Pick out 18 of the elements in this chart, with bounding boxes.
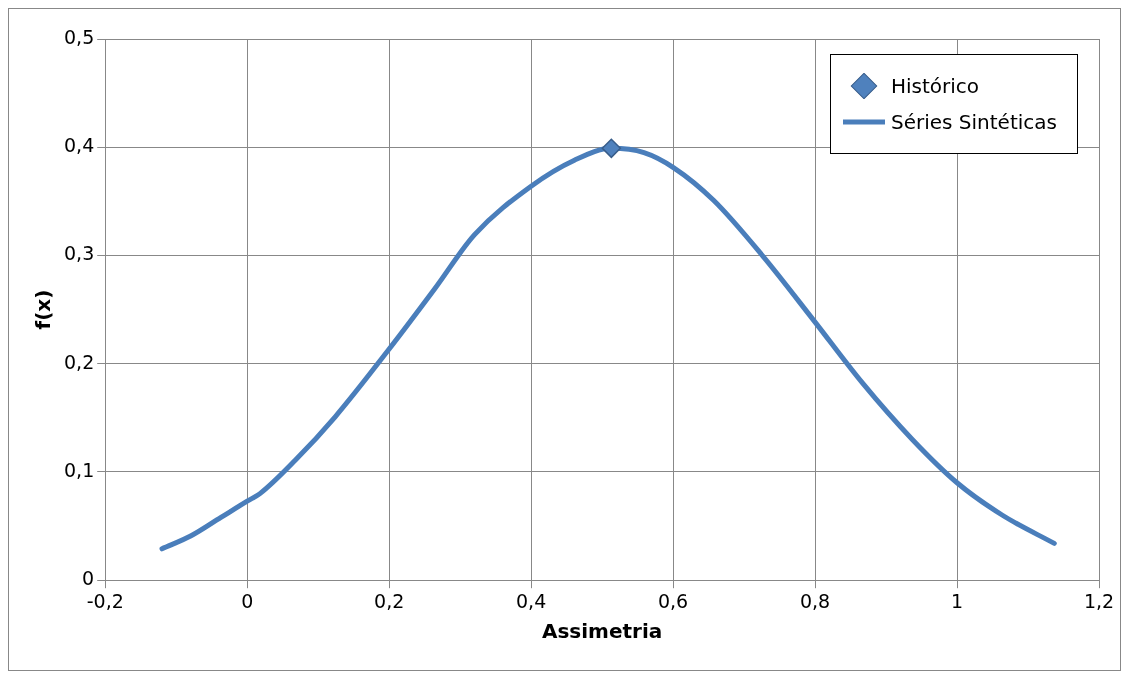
y-tick-label: 0,4 [64,134,95,157]
y-tick-label: 0,3 [64,242,95,265]
y-axis-title: f(x) [31,289,56,330]
x-tick-label: 0,6 [657,589,689,612]
legend-label: Séries Sintéticas [890,110,1057,134]
x-tick-label: 0,4 [516,589,547,612]
y-tick-label: 0,1 [64,458,95,481]
y-tick-label: 0,5 [64,25,95,48]
x-axis-title: Assimetria [541,619,663,644]
x-tick-label: 0,2 [374,589,405,612]
x-tick-label: 1,2 [1083,589,1115,612]
x-tick-label: 0,8 [799,589,831,612]
y-tick-label: 0,2 [64,350,95,373]
x-tick-label: -0,2 [86,589,124,612]
legend-label: Histórico [890,74,980,98]
x-tick-label: 0 [241,589,254,612]
y-tick-label: 0 [82,567,95,590]
x-tick-label: 1 [950,589,964,612]
